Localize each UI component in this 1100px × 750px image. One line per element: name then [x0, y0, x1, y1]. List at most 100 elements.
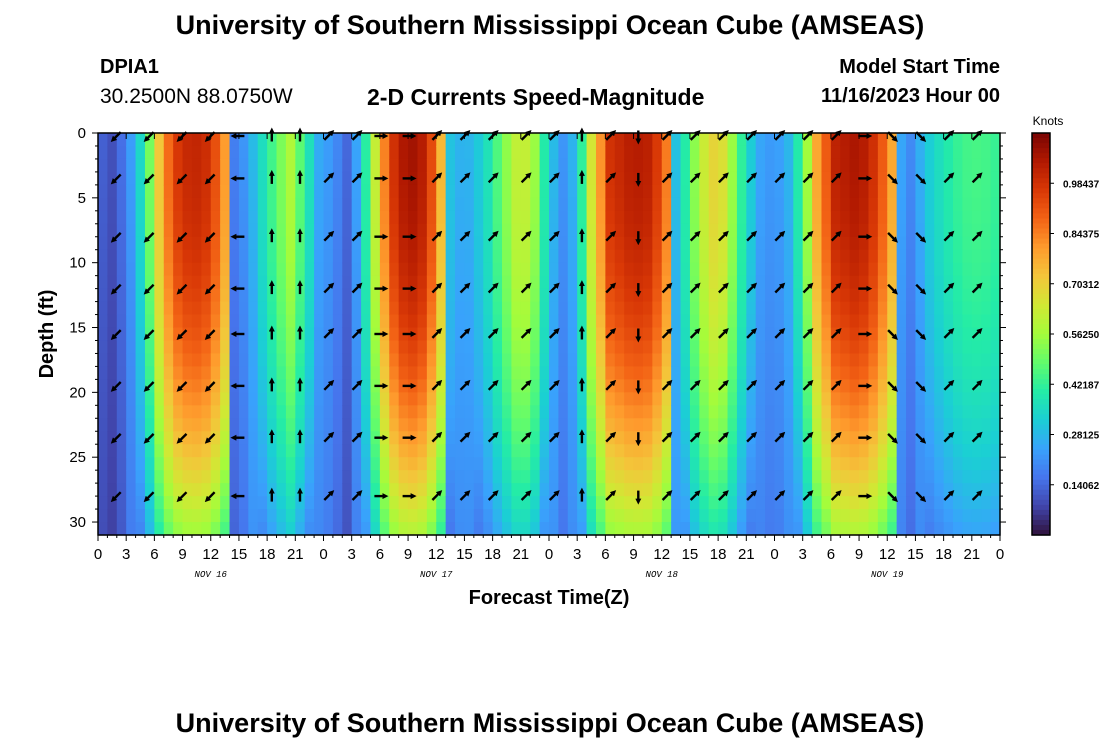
heatmap-cell: [896, 418, 907, 432]
heatmap-cell: [953, 496, 964, 510]
heatmap-cell: [595, 496, 606, 510]
heatmap-cell: [182, 431, 193, 445]
heatmap-cell: [417, 340, 428, 355]
heatmap-cell: [755, 405, 766, 419]
heatmap-cell: [924, 158, 935, 173]
heatmap-cell: [135, 392, 146, 406]
heatmap-cell: [351, 392, 362, 406]
heatmap-cell: [774, 366, 785, 380]
heatmap-cell: [906, 133, 917, 147]
heatmap-cell: [276, 133, 287, 147]
heatmap-cell: [314, 314, 325, 329]
heatmap-cell: [633, 249, 644, 264]
heatmap-cell: [530, 470, 541, 484]
heatmap-cell: [849, 470, 860, 484]
heatmap-cell: [699, 223, 710, 238]
heatmap-cell: [248, 496, 259, 510]
heatmap-cell: [361, 405, 372, 419]
heatmap-cell: [642, 509, 653, 523]
heatmap-cell: [943, 392, 954, 406]
heatmap-cell: [267, 301, 278, 316]
heatmap-cell: [285, 133, 296, 147]
heatmap-cell: [502, 405, 513, 419]
heatmap-cell: [877, 171, 888, 186]
heatmap-cell: [934, 405, 945, 419]
heatmap-cell: [746, 340, 757, 355]
heatmap-cell: [445, 470, 456, 484]
heatmap-cell: [144, 145, 155, 160]
heatmap-cell: [652, 275, 663, 290]
heatmap-cell: [135, 275, 146, 290]
heatmap-cell: [304, 288, 315, 303]
heatmap-cell: [877, 392, 888, 406]
heatmap-cell: [586, 236, 597, 251]
heatmap-cell: [182, 171, 193, 186]
heatmap-cell: [577, 405, 588, 419]
heatmap-cell: [877, 184, 888, 199]
heatmap-cell: [567, 522, 578, 536]
heatmap-cell: [417, 184, 428, 199]
heatmap-cell: [727, 210, 738, 225]
heatmap-cell: [718, 340, 729, 355]
heatmap-cell: [981, 197, 992, 212]
heatmap-cell: [755, 301, 766, 316]
heatmap-cell: [718, 184, 729, 199]
heatmap-cell: [144, 418, 155, 432]
heatmap-cell: [248, 327, 259, 342]
heatmap-cell: [981, 158, 992, 173]
heatmap-cell: [887, 340, 898, 355]
heatmap-cell: [783, 405, 794, 419]
heatmap-cell: [558, 314, 569, 329]
colorbar-segment: [1032, 228, 1050, 235]
heatmap-cell: [408, 314, 419, 329]
heatmap-cell: [144, 288, 155, 303]
heatmap-cell: [990, 314, 1001, 329]
heatmap-cell: [859, 405, 870, 419]
heatmap-cell: [736, 405, 747, 419]
heatmap-cell: [426, 392, 437, 406]
heatmap-cell: [849, 522, 860, 536]
heatmap-cell: [229, 288, 240, 303]
heatmap-cell: [755, 379, 766, 393]
heatmap-cell: [558, 431, 569, 445]
heatmap-cell: [267, 145, 278, 160]
colorbar-segment: [1032, 389, 1050, 395]
heatmap-cell: [398, 145, 409, 160]
heatmap-cell: [783, 444, 794, 458]
heatmap-cell: [877, 418, 888, 432]
heatmap-cell: [154, 457, 165, 471]
heatmap-cell: [238, 392, 249, 406]
heatmap-cell: [962, 301, 973, 316]
heatmap-cell: [126, 431, 137, 445]
heatmap-cell: [896, 236, 907, 251]
heatmap-cell: [107, 366, 118, 380]
heatmap-cell: [98, 275, 108, 290]
heatmap-cell: [661, 418, 672, 432]
heatmap-cell: [793, 353, 804, 368]
heatmap-cell: [558, 405, 569, 419]
heatmap-cell: [502, 431, 513, 445]
heatmap-cell: [107, 197, 118, 212]
heatmap-cell: [267, 418, 278, 432]
heatmap-cell: [793, 470, 804, 484]
heatmap-cell: [614, 418, 625, 432]
heatmap-cell: [633, 353, 644, 368]
heatmap-cell: [812, 483, 823, 497]
heatmap-cell: [971, 158, 982, 173]
heatmap-cell: [304, 522, 315, 536]
heatmap-cell: [868, 509, 879, 523]
current-vector: [143, 433, 155, 444]
heatmap-cell: [699, 457, 710, 471]
heatmap-cell: [830, 145, 841, 160]
heatmap-cell: [426, 236, 437, 251]
heatmap-cell: [436, 223, 447, 238]
heatmap-cell: [285, 301, 296, 316]
heatmap-cell: [267, 340, 278, 355]
heatmap-cell: [98, 405, 108, 419]
heatmap-cell: [642, 223, 653, 238]
heatmap-cell: [699, 340, 710, 355]
heatmap-cell: [765, 210, 776, 225]
heatmap-cell: [840, 483, 851, 497]
heatmap-cell: [605, 275, 616, 290]
heatmap-cell: [614, 236, 625, 251]
